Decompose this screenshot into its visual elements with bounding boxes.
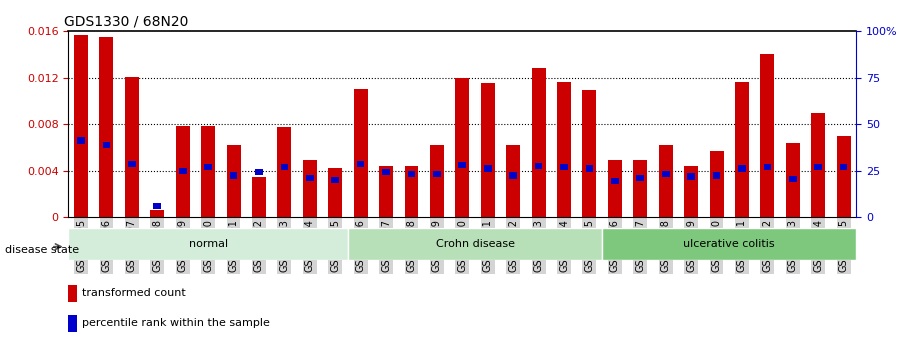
Bar — [710, 151, 723, 217]
Bar — [481, 83, 495, 217]
Text: ulcerative colitis: ulcerative colitis — [683, 239, 775, 249]
Bar — [353, 89, 368, 217]
Bar — [507, 145, 520, 217]
Text: normal: normal — [189, 239, 228, 249]
Text: disease state: disease state — [5, 245, 78, 255]
Bar — [227, 145, 241, 217]
Bar — [204, 164, 212, 170]
Bar — [128, 160, 136, 167]
Bar — [77, 137, 85, 144]
Bar — [153, 203, 161, 209]
Text: Crohn disease: Crohn disease — [435, 239, 515, 249]
Bar — [586, 165, 593, 172]
Bar — [814, 164, 822, 170]
Bar — [433, 171, 441, 177]
Bar — [763, 164, 772, 170]
Text: GDS1330 / 68N20: GDS1330 / 68N20 — [65, 14, 189, 29]
Bar — [509, 172, 517, 179]
Bar — [328, 168, 343, 217]
Bar — [404, 166, 418, 217]
Bar — [125, 77, 138, 217]
Bar — [712, 172, 721, 179]
Bar — [179, 168, 187, 174]
Bar — [789, 176, 796, 182]
Bar — [608, 160, 622, 217]
Bar — [662, 171, 670, 177]
Bar — [255, 169, 262, 175]
Bar — [659, 145, 672, 217]
Bar — [201, 126, 215, 217]
Bar — [735, 82, 749, 217]
Bar — [302, 160, 317, 217]
Bar — [332, 177, 339, 183]
Bar — [633, 160, 647, 217]
Bar — [786, 144, 800, 217]
Bar — [761, 54, 774, 217]
Bar — [407, 171, 415, 177]
Bar — [836, 136, 851, 217]
Bar — [176, 126, 189, 217]
Bar — [560, 164, 568, 170]
Text: percentile rank within the sample: percentile rank within the sample — [82, 318, 270, 328]
Bar — [383, 169, 390, 175]
Bar — [532, 68, 546, 217]
Bar — [687, 174, 695, 180]
Bar — [582, 90, 597, 217]
Bar — [611, 178, 619, 185]
Bar — [379, 166, 393, 217]
Bar — [430, 145, 444, 217]
Bar — [103, 142, 110, 148]
Bar — [306, 175, 313, 181]
Bar — [484, 165, 492, 172]
Bar — [230, 172, 238, 179]
Bar — [684, 166, 698, 217]
Bar — [348, 228, 602, 260]
Bar — [68, 228, 348, 260]
Bar — [150, 210, 164, 217]
Bar — [602, 228, 856, 260]
Bar — [738, 165, 746, 172]
Bar — [458, 162, 466, 168]
Bar — [811, 112, 825, 217]
Bar — [456, 78, 469, 217]
Bar — [99, 38, 114, 217]
Bar — [557, 82, 571, 217]
Bar — [278, 127, 292, 217]
Bar — [74, 35, 88, 217]
Bar — [637, 175, 644, 181]
Bar — [68, 285, 77, 302]
Bar — [281, 164, 288, 170]
Text: transformed count: transformed count — [82, 288, 186, 298]
Bar — [840, 164, 847, 170]
Bar — [535, 163, 542, 169]
Bar — [357, 160, 364, 167]
Bar — [252, 177, 266, 217]
Bar — [68, 315, 77, 332]
